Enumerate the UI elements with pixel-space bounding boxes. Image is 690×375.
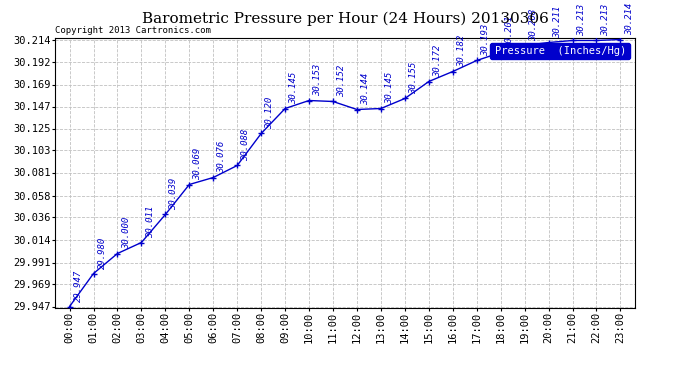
Text: 30.155: 30.155	[409, 62, 418, 94]
Text: 30.069: 30.069	[193, 148, 202, 180]
Legend: Pressure  (Inches/Hg): Pressure (Inches/Hg)	[490, 43, 629, 59]
Text: 29.947: 29.947	[74, 270, 83, 302]
Text: 30.145: 30.145	[385, 72, 394, 104]
Text: 30.193: 30.193	[481, 24, 490, 56]
Text: 30.211: 30.211	[553, 6, 562, 38]
Text: 30.145: 30.145	[289, 72, 298, 104]
Text: 30.011: 30.011	[146, 206, 155, 238]
Text: 30.201: 30.201	[505, 16, 514, 48]
Text: 30.153: 30.153	[313, 64, 322, 96]
Text: 30.213: 30.213	[601, 4, 610, 36]
Text: 30.088: 30.088	[241, 129, 250, 161]
Text: 30.120: 30.120	[266, 97, 275, 129]
Text: 30.172: 30.172	[433, 45, 442, 77]
Text: 30.213: 30.213	[577, 4, 586, 36]
Text: 30.208: 30.208	[529, 9, 538, 41]
Text: 30.000: 30.000	[121, 217, 130, 249]
Text: 30.039: 30.039	[170, 178, 179, 210]
Text: 30.182: 30.182	[457, 35, 466, 68]
Text: Copyright 2013 Cartronics.com: Copyright 2013 Cartronics.com	[55, 26, 211, 35]
Text: 30.152: 30.152	[337, 65, 346, 98]
Text: 30.144: 30.144	[361, 73, 370, 105]
Text: 30.214: 30.214	[624, 3, 633, 35]
Text: 30.076: 30.076	[217, 141, 226, 173]
Text: 29.980: 29.980	[98, 237, 107, 269]
Text: Barometric Pressure per Hour (24 Hours) 20130306: Barometric Pressure per Hour (24 Hours) …	[141, 11, 549, 26]
